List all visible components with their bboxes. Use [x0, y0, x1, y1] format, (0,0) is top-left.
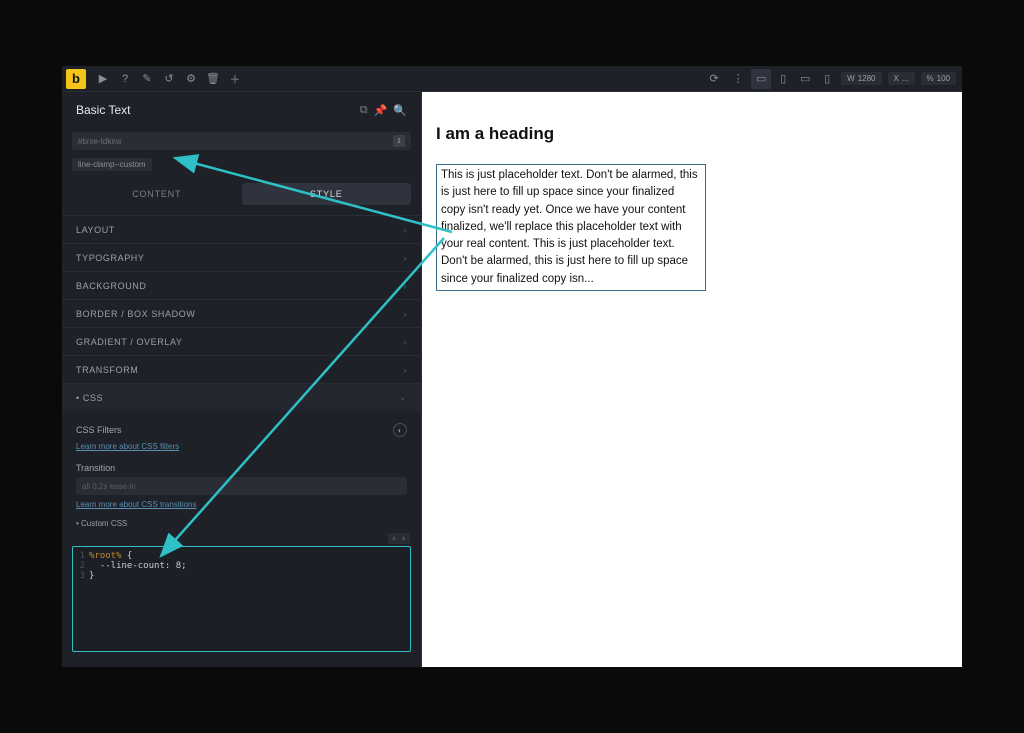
- css-filters-label: CSS Filters ◐: [76, 423, 407, 437]
- top-toolbar: b ▶ ? ✎ ↺ ⚙ 🗑 ＋ ⟳ ⋮ ▭ ▯ ▭ ▯ W 1280 X ...…: [62, 66, 962, 92]
- chevron-right-icon: ›: [403, 253, 407, 263]
- chevron-right-icon: ›: [403, 309, 407, 319]
- settings-icon[interactable]: ⚙: [181, 69, 201, 89]
- trash-icon[interactable]: 🗑: [203, 69, 223, 89]
- chevron-right-icon: ›: [403, 337, 407, 347]
- clone-icon[interactable]: ⧉: [360, 104, 368, 117]
- sidebar-panel: Basic Text ⧉ 📌 🔍 #brxe-tdkirw 1 line-cla…: [62, 92, 422, 667]
- style-sections: LAYOUT› TYPOGRAPHY› BACKGROUND› BORDER /…: [62, 215, 421, 411]
- scale-badge[interactable]: % 100: [921, 72, 956, 85]
- refresh-icon[interactable]: ⟳: [704, 69, 724, 89]
- class-tag[interactable]: line-clamp--custom: [72, 158, 152, 171]
- help-icon[interactable]: ?: [115, 69, 135, 89]
- custom-css-label: • Custom CSS: [76, 519, 407, 528]
- device-tablet-icon[interactable]: ▯: [773, 69, 793, 89]
- pin-icon[interactable]: 📌: [374, 104, 388, 117]
- section-border[interactable]: BORDER / BOX SHADOW›: [62, 299, 421, 327]
- toolbar-right: ⟳ ⋮ ▭ ▯ ▭ ▯ W 1280 X ... % 100: [703, 69, 958, 89]
- search-icon[interactable]: 🔍: [393, 104, 407, 117]
- section-css[interactable]: • CSS⌄: [62, 383, 421, 411]
- filters-toggle-icon[interactable]: ◐: [393, 423, 407, 437]
- more-icon[interactable]: ⋮: [728, 69, 748, 89]
- scale-x-sep: ...: [902, 74, 909, 83]
- canvas[interactable]: I am a heading This is just placeholder …: [422, 92, 962, 667]
- section-transform[interactable]: TRANSFORM›: [62, 355, 421, 383]
- scale-x-badge[interactable]: X ...: [888, 72, 915, 85]
- app-body: Basic Text ⧉ 📌 🔍 #brxe-tdkirw 1 line-cla…: [62, 92, 962, 667]
- tab-style[interactable]: STYLE: [242, 183, 412, 205]
- scale-x-label: X: [894, 74, 899, 83]
- panel-header: Basic Text ⧉ 📌 🔍: [62, 92, 421, 128]
- class-placeholder: #brxe-tdkirw: [78, 137, 122, 146]
- device-desktop-icon[interactable]: ▭: [751, 69, 771, 89]
- section-gradient[interactable]: GRADIENT / OVERLAY›: [62, 327, 421, 355]
- transition-input[interactable]: all 0.2s ease-in: [76, 477, 407, 495]
- css-filters-link[interactable]: Learn more about CSS filters: [76, 442, 179, 451]
- chevron-right-icon: ›: [403, 281, 407, 291]
- device-tablet-land-icon[interactable]: ▭: [795, 69, 815, 89]
- scale-label: %: [927, 74, 934, 83]
- css-subsection: CSS Filters ◐ Learn more about CSS filte…: [62, 411, 421, 540]
- tabs: CONTENT STYLE: [72, 183, 411, 205]
- panel-header-icons: ⧉ 📌 🔍: [360, 104, 407, 117]
- class-count-badge: 1: [393, 135, 405, 147]
- tab-content[interactable]: CONTENT: [72, 183, 242, 205]
- paint-icon[interactable]: ✎: [137, 69, 157, 89]
- chevron-right-icon: ›: [403, 225, 407, 235]
- plus-icon[interactable]: ＋: [225, 69, 245, 89]
- section-layout[interactable]: LAYOUT›: [62, 215, 421, 243]
- editor-expand-icon[interactable]: ‹ ›: [388, 533, 410, 544]
- scale-value: 100: [937, 74, 950, 83]
- page-content: I am a heading This is just placeholder …: [422, 92, 962, 291]
- width-value: 1280: [858, 74, 876, 83]
- chevron-right-icon: ›: [403, 365, 407, 375]
- selected-text-element[interactable]: This is just placeholder text. Don't be …: [436, 164, 706, 291]
- device-mobile-icon[interactable]: ▯: [817, 69, 837, 89]
- history-icon[interactable]: ↺: [159, 69, 179, 89]
- transition-label: Transition: [76, 463, 407, 473]
- app-frame: b ▶ ? ✎ ↺ ⚙ 🗑 ＋ ⟳ ⋮ ▭ ▯ ▭ ▯ W 1280 X ...…: [62, 66, 962, 667]
- page-heading[interactable]: I am a heading: [436, 124, 948, 144]
- section-background[interactable]: BACKGROUND›: [62, 271, 421, 299]
- logo[interactable]: b: [66, 69, 86, 89]
- chevron-down-icon: ⌄: [399, 392, 407, 403]
- class-selector[interactable]: #brxe-tdkirw 1: [72, 132, 411, 150]
- play-icon[interactable]: ▶: [93, 69, 113, 89]
- section-typography[interactable]: TYPOGRAPHY›: [62, 243, 421, 271]
- transition-link[interactable]: Learn more about CSS transitions: [76, 500, 197, 509]
- panel-title: Basic Text: [76, 103, 130, 117]
- custom-css-editor[interactable]: ‹ › 1%root% { 2 --line-count: 8; 3}: [72, 546, 411, 652]
- width-label: W: [847, 74, 855, 83]
- width-badge[interactable]: W 1280: [841, 72, 881, 85]
